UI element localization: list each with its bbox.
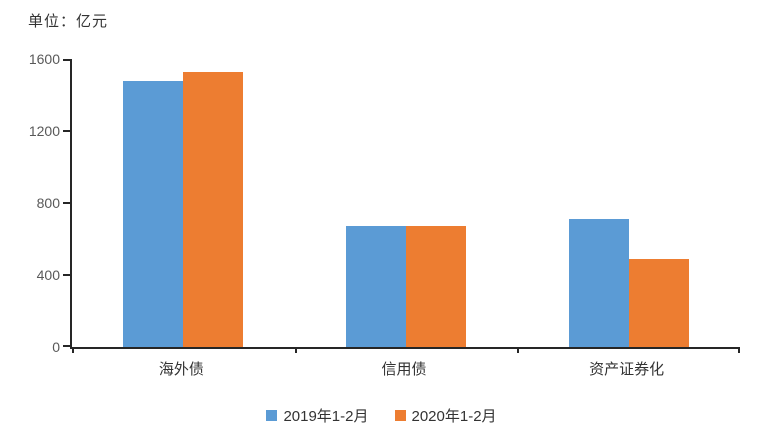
x-tick-mark — [294, 347, 297, 353]
x-tick-mark — [517, 347, 520, 353]
bar — [406, 225, 466, 347]
y-tick-label: 1200 — [28, 123, 60, 139]
legend-item: 2020年1-2月 — [394, 405, 497, 426]
legend-label: 2019年1-2月 — [283, 407, 369, 425]
y-axis-labels: 0 400 800 1200 1600 — [0, 51, 60, 355]
legend-swatch — [394, 409, 406, 421]
y-tick-label: 1600 — [28, 51, 60, 67]
x-tick-mark — [738, 347, 740, 353]
y-tick-mark — [63, 274, 72, 276]
y-tick-mark — [63, 345, 72, 347]
unit-label: 单位：亿元 — [28, 13, 109, 30]
bar — [183, 71, 244, 347]
plot-area — [63, 59, 740, 353]
y-tick-label: 0 — [52, 339, 60, 355]
y-tick-label: 400 — [36, 267, 60, 283]
legend-item: 2019年1-2月 — [266, 405, 369, 426]
category-label: 信用债 — [381, 361, 427, 378]
bar — [568, 219, 629, 347]
x-axis-labels: 海外债 信用债 资产证券化 — [70, 358, 738, 384]
y-tick-mark — [63, 202, 72, 204]
legend-label: 2020年1-2月 — [411, 407, 497, 425]
bar — [628, 258, 689, 347]
legend-swatch — [266, 409, 278, 421]
y-tick-mark — [63, 59, 72, 61]
x-tick-mark — [72, 347, 74, 353]
bar — [346, 225, 406, 347]
category-label: 资产证券化 — [589, 361, 665, 378]
category-label: 海外债 — [158, 361, 204, 378]
y-tick-label: 800 — [36, 195, 60, 211]
y-tick-mark — [63, 130, 72, 132]
bar — [123, 80, 184, 347]
legend: 2019年1-2月 2020年1-2月 — [0, 402, 763, 428]
